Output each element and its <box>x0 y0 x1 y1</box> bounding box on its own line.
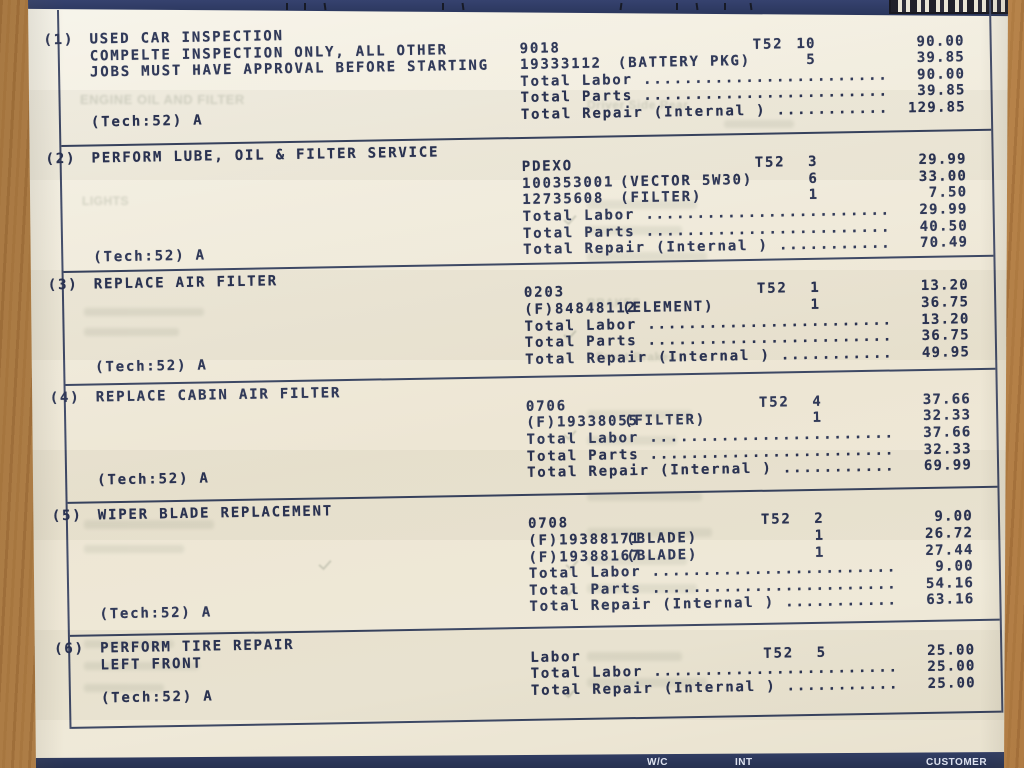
part-note: (ELEMENT) <box>622 298 715 317</box>
job-section: (4) REPLACE CABIN AIR FILTER 0706 T52 4 37.66… <box>50 370 998 504</box>
paper-sheet: ENGINE OIL AND FILTER Driver Side Rear L… <box>28 0 1008 768</box>
total-amount: 29.99 <box>919 201 968 218</box>
quantity: 2 <box>814 511 825 528</box>
tech-label: (Tech:52) A <box>99 604 213 623</box>
part-code: (F)19388167 <box>528 547 642 566</box>
part-code: 9018 <box>519 39 561 57</box>
footer-label-wc: W/C <box>647 757 668 768</box>
total-amount: 39.85 <box>917 82 966 100</box>
total-amount: 63.16 <box>926 591 975 609</box>
footer-bar: W/C INT CUSTOMER <box>28 752 1008 768</box>
part-note: (BLADE) <box>626 529 699 548</box>
line-amount: 9.00 <box>934 508 974 526</box>
total-amount: 70.49 <box>919 234 969 252</box>
line-amount: 32.33 <box>922 407 972 425</box>
cutoff-ink-mark <box>442 3 444 10</box>
part-note: (FILTER) <box>620 189 703 207</box>
tech-label: (Tech:52) A <box>100 688 214 707</box>
line-amount: 37.66 <box>922 391 972 408</box>
part-code: 100353001 <box>521 174 615 192</box>
job-number: (2) <box>45 150 77 167</box>
part-note: (FILTER) <box>624 412 707 430</box>
quantity: 1 <box>808 187 819 204</box>
cutoff-ink-mark <box>724 3 726 10</box>
line-amount: 33.00 <box>918 167 968 185</box>
job-section: (6) PERFORM TIRE REPAIR LEFT FRONT Labor T52… <box>54 620 1002 730</box>
quantity: 1 <box>810 296 821 313</box>
part-code: 0706 <box>525 398 568 415</box>
quantity: 1 <box>812 410 823 427</box>
tech-label: (Tech:52) A <box>95 357 208 376</box>
total-amount: 37.66 <box>923 424 972 442</box>
line-amount: 25.00 <box>926 641 976 659</box>
line-amount: 36.75 <box>920 294 970 311</box>
total-amount: 36.75 <box>921 327 970 345</box>
part-code: 12735608 <box>522 190 605 209</box>
tech-label: (Tech:52) A <box>90 112 204 131</box>
job-section: (1) USED CAR INSPECTION COMPELTE INSPECTIO… <box>43 0 992 147</box>
line-amount: 7.50 <box>928 184 968 202</box>
job-number: (5) <box>51 507 83 525</box>
invoice-table: (1) USED CAR INSPECTION COMPELTE INSPECTIO… <box>43 0 1004 730</box>
cutoff-ink-mark <box>304 3 306 10</box>
job-section: (5) WIPER BLADE REPLACEMENT 0708 T52 2 9.00 (F… <box>52 487 1000 637</box>
total-amount: 25.00 <box>927 658 976 676</box>
total-amount: 25.00 <box>927 674 977 692</box>
total-amount: 69.99 <box>923 457 973 475</box>
total-amount: 129.85 <box>907 99 966 117</box>
total-amount: 90.00 <box>916 65 966 83</box>
quantity: 10 <box>796 35 816 52</box>
total-amount: 40.50 <box>919 217 969 235</box>
job-section: (2) PERFORM LUBE, OIL & FILTER SERVICE PDE… <box>45 130 994 273</box>
part-code: 19333112 <box>519 55 602 74</box>
quantity: 5 <box>816 644 827 661</box>
quantity: 6 <box>808 170 819 187</box>
cutoff-ink-mark <box>676 3 678 10</box>
quantity: 1 <box>814 544 825 561</box>
line-amount: 13.20 <box>920 277 970 295</box>
quantity: 5 <box>806 51 817 69</box>
footer-label-customer: CUSTOMER <box>926 757 988 768</box>
cutoff-ink-mark <box>286 3 288 10</box>
line-amount: 29.99 <box>918 151 967 169</box>
job-section: (3) REPLACE AIR FILTER 0203 T52 1 13.20 (F)848… <box>48 256 996 387</box>
tech-label: (Tech:52) A <box>97 470 210 489</box>
total-amount: 9.00 <box>935 558 974 576</box>
line-amount: 39.85 <box>916 49 966 67</box>
job-number: (1) <box>43 31 75 49</box>
line-amount: 27.44 <box>925 541 974 559</box>
total-amount: 54.16 <box>925 574 975 592</box>
part-code: (F)84848112 <box>524 299 637 318</box>
job-number: (6) <box>53 640 85 658</box>
quantity: 1 <box>810 280 821 297</box>
part-code: (F)19338055 <box>526 413 639 432</box>
total-amount: 32.33 <box>923 440 972 458</box>
part-note: (BLADE) <box>626 546 699 564</box>
part-note: (BATTERY PKG) <box>617 53 752 72</box>
part-note: (VECTOR 5W30) <box>619 171 754 190</box>
footer-label-int: INT <box>735 757 753 768</box>
quantity: 3 <box>807 153 818 171</box>
tech-label: (Tech:52) A <box>93 247 206 266</box>
line-amount: 90.00 <box>916 32 965 50</box>
cutoff-stamp <box>889 0 1008 14</box>
job-title: LEFT FRONT <box>100 655 203 673</box>
quantity: 1 <box>814 527 825 544</box>
quantity: 4 <box>812 393 823 410</box>
part-code: Labor <box>530 648 582 666</box>
part-code: 0203 <box>523 284 566 302</box>
part-code: 0708 <box>527 515 570 533</box>
line-amount: 26.72 <box>924 525 974 543</box>
part-code: PDEXO <box>521 158 574 176</box>
total-amount: 49.95 <box>921 343 971 361</box>
job-number: (4) <box>49 389 81 407</box>
part-code: (F)19388171 <box>528 530 641 549</box>
job-number: (3) <box>47 276 79 293</box>
total-amount: 13.20 <box>921 310 970 328</box>
